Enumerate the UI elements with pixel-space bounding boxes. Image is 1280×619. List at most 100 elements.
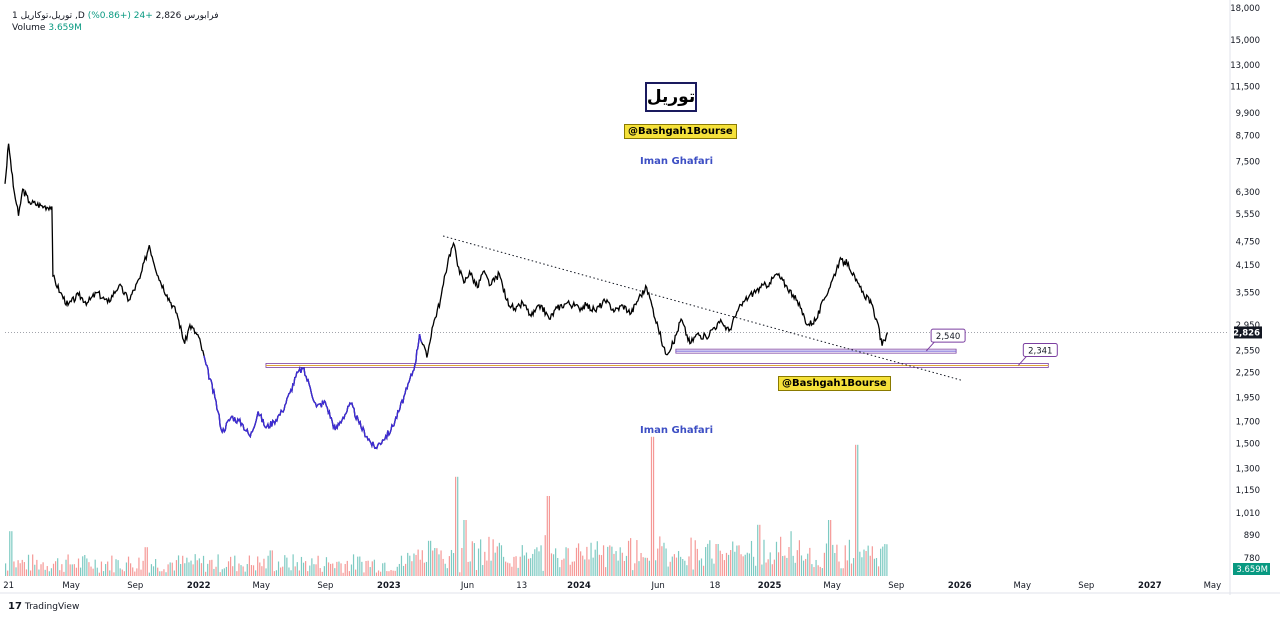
volume-bar [719,550,721,576]
volume-bar [559,567,561,576]
volume-bar [677,551,680,576]
volume-bar [873,558,876,576]
volume-bar [194,554,196,576]
volume-bar [523,555,525,576]
volume-bar [463,520,465,576]
y-tick-label: 1,500 [1236,439,1260,449]
volume-bar [625,555,628,576]
volume-bar [127,556,130,576]
volume-bar [552,554,555,576]
volume-bar [830,520,832,576]
volume-bar [167,564,169,576]
volume-bar [823,552,826,576]
volume-bar [640,552,642,576]
volume-bar [275,570,278,576]
volume-bar [423,562,425,576]
volume-bar [569,564,571,576]
volume-bar [586,546,588,576]
volume-bar [123,571,125,576]
volume-bar [25,569,28,576]
volume-bar [19,563,21,576]
y-tick-label: 2,550 [1236,346,1260,356]
volume-bar [792,555,794,576]
volume-bar [402,565,405,576]
volume-bar [871,546,873,576]
volume-bar [509,563,511,576]
volume-bar [561,559,563,576]
volume-bar [219,572,221,576]
volume-bar [246,564,248,576]
volume-bar [271,550,273,576]
volume-bar [511,566,513,576]
volume-bar [842,568,844,576]
volume-bar [180,563,182,576]
volume-bar [721,554,723,576]
price-line [4,143,889,450]
volume-bar [152,566,155,576]
volume-bar [534,549,536,576]
volume-bar [109,570,111,576]
volume-bar [200,563,203,576]
volume-bar [59,570,61,576]
volume-bar [459,572,461,576]
volume-bar [688,556,690,576]
volume-bar [375,572,378,576]
volume-bar [319,568,321,576]
volume-bar [392,570,394,576]
volume-bar [352,554,355,576]
volume-bar [634,563,636,576]
volume-bar [244,571,246,576]
volume-bar [707,543,709,576]
volume-bar [825,543,828,576]
x-tick-label: 2026 [948,581,972,591]
volume-bar [584,559,586,576]
volume-bar [598,554,600,576]
volume-bar [694,540,696,576]
volume-bar [496,546,498,576]
volume-bar [517,567,519,576]
volume-bar [646,557,648,576]
volume-bar [438,554,440,576]
volume-bar [273,571,275,576]
volume-bar [852,558,855,576]
volume-bar [480,539,482,576]
volume-bar [865,551,867,576]
volume-bar [796,550,798,576]
volume-bar [140,569,142,576]
brand-label: TradingView [24,601,80,612]
volume-bar [594,549,596,576]
volume-bar [502,556,505,576]
channel-tag-bottom: @Bashgah1Bourse [778,376,891,391]
y-tick-label: 1,010 [1236,509,1260,519]
volume-bar [696,548,698,576]
volume-bar [419,559,421,576]
volume-bar [384,562,386,576]
y-tick-label: 9,900 [1236,109,1260,119]
volume-bar [325,557,328,576]
tradingview-brand[interactable]: 𝟭𝟳 TradingView [8,601,79,612]
volume-bar [221,569,223,576]
volume-bar [838,561,840,576]
volume-bar [513,556,515,576]
volume-bar [771,564,773,576]
volume-bar [84,555,86,576]
y-tick-label: 4,150 [1236,261,1260,271]
volume-bar [832,544,834,576]
volume-bar [834,553,836,576]
volume-bar [163,569,165,576]
volume-bar [730,550,732,576]
volume-bar [421,550,423,576]
volume-bar [71,564,73,576]
volume-bar [188,562,190,576]
volume-bar [686,565,688,576]
y-tick-label: 1,150 [1236,486,1260,496]
volume-bar [119,568,121,576]
volume-bar [682,559,684,576]
volume-bar [752,556,755,576]
volume-bar [386,571,388,576]
x-tick-label: May [823,581,841,591]
volume-bar [182,555,184,576]
volume-bar [50,568,53,576]
volume-bar [294,566,296,576]
